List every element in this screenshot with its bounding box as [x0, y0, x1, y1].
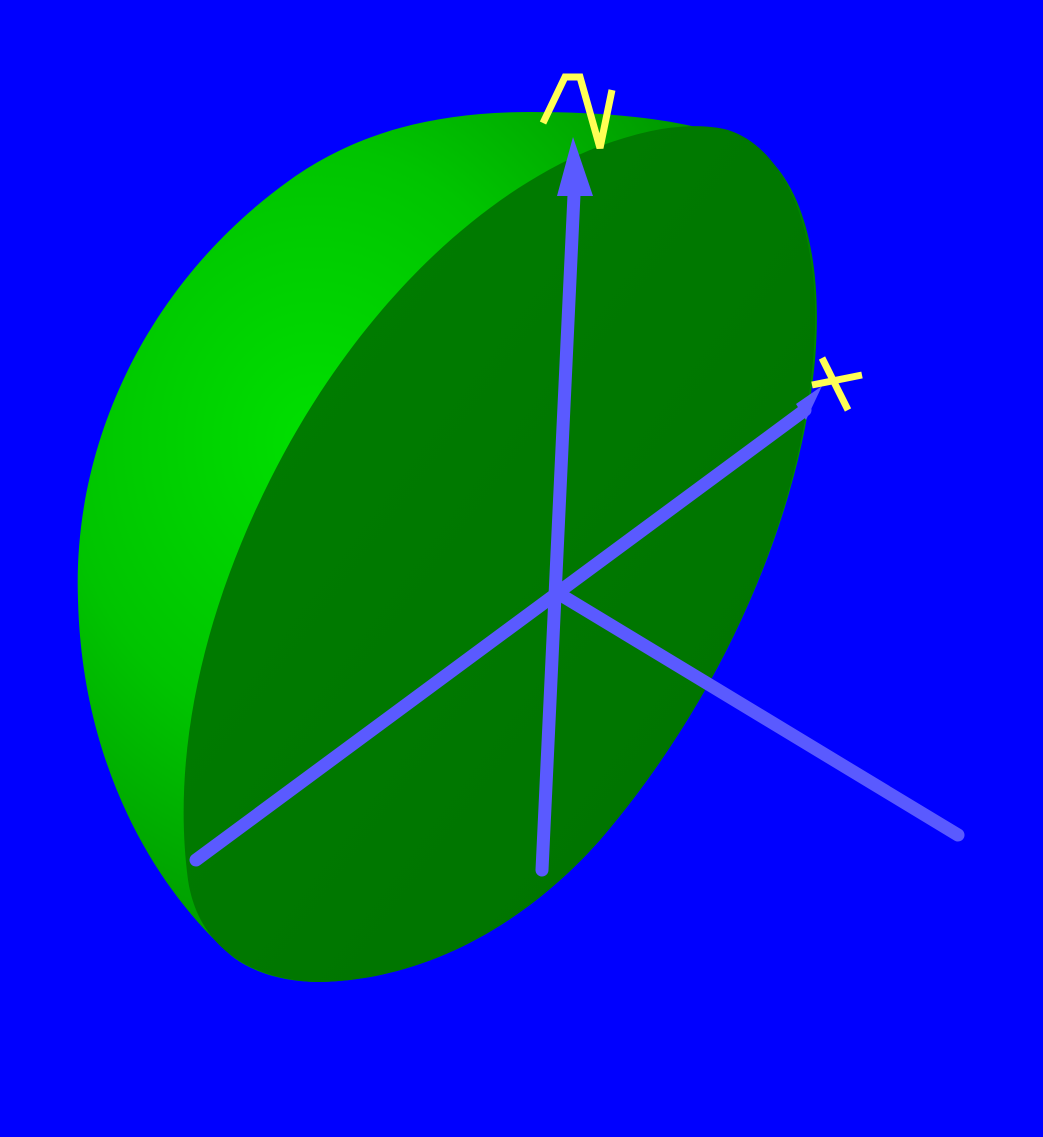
z-axis-label-glyph — [539, 73, 616, 149]
x-axis-line — [189, 403, 812, 867]
x-axis-label-glyph — [811, 356, 863, 412]
y-axis-line — [549, 585, 965, 842]
z-axis-arrowhead — [557, 137, 593, 196]
z-axis-line — [535, 188, 581, 877]
axis-labels — [539, 73, 863, 412]
axes — [189, 188, 965, 877]
x-axis-arrowhead — [796, 386, 822, 420]
hemisphere-flat-face — [183, 126, 816, 982]
